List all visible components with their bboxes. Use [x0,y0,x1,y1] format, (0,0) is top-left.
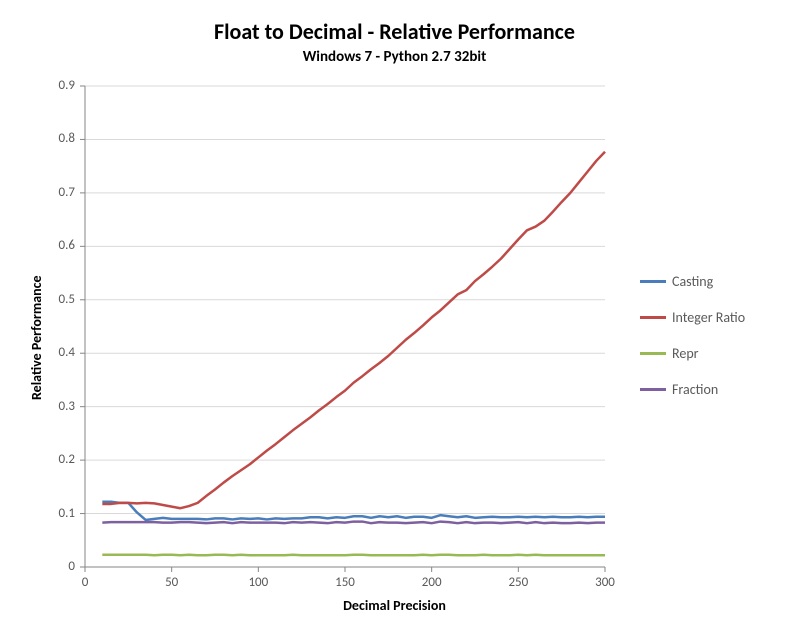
legend-swatch [640,316,666,319]
chart-container: Float to Decimal - Relative Performance … [0,0,789,630]
y-tick-label: 0.4 [59,345,75,360]
x-tick-label: 50 [157,575,187,590]
legend-label: Fraction [672,381,718,398]
legend: Casting Integer Ratio Repr Fraction [640,270,745,414]
x-tick-label: 100 [243,575,273,590]
legend-label: Casting [672,273,713,290]
y-tick-label: 0 [68,559,75,574]
y-tick-label: 0.6 [59,238,75,253]
x-tick-label: 300 [590,575,620,590]
legend-item-casting: Casting [640,270,745,292]
y-tick-label: 0.2 [59,452,75,467]
x-axis-label: Decimal Precision [0,597,789,614]
legend-item-integer-ratio: Integer Ratio [640,306,745,328]
series-line-integer-ratio [102,152,605,508]
legend-swatch [640,388,666,391]
x-tick-label: 200 [417,575,447,590]
y-tick-label: 0.3 [59,399,75,414]
y-tick-label: 0.9 [59,78,75,93]
legend-swatch [640,352,666,355]
legend-item-repr: Repr [640,342,745,364]
y-tick-label: 0.8 [59,131,75,146]
x-tick-label: 0 [70,575,100,590]
x-tick-label: 150 [330,575,360,590]
series-line-casting [102,502,605,520]
legend-label: Integer Ratio [672,309,745,326]
series-line-repr [102,555,605,556]
legend-item-fraction: Fraction [640,378,745,400]
y-tick-label: 0.5 [59,292,75,307]
legend-label: Repr [672,345,699,362]
y-tick-label: 0.7 [59,185,75,200]
y-tick-label: 0.1 [59,506,75,521]
y-axis-label: Relative Performance [28,275,45,400]
legend-swatch [640,280,666,283]
series-line-fraction [102,522,605,524]
x-tick-label: 250 [503,575,533,590]
